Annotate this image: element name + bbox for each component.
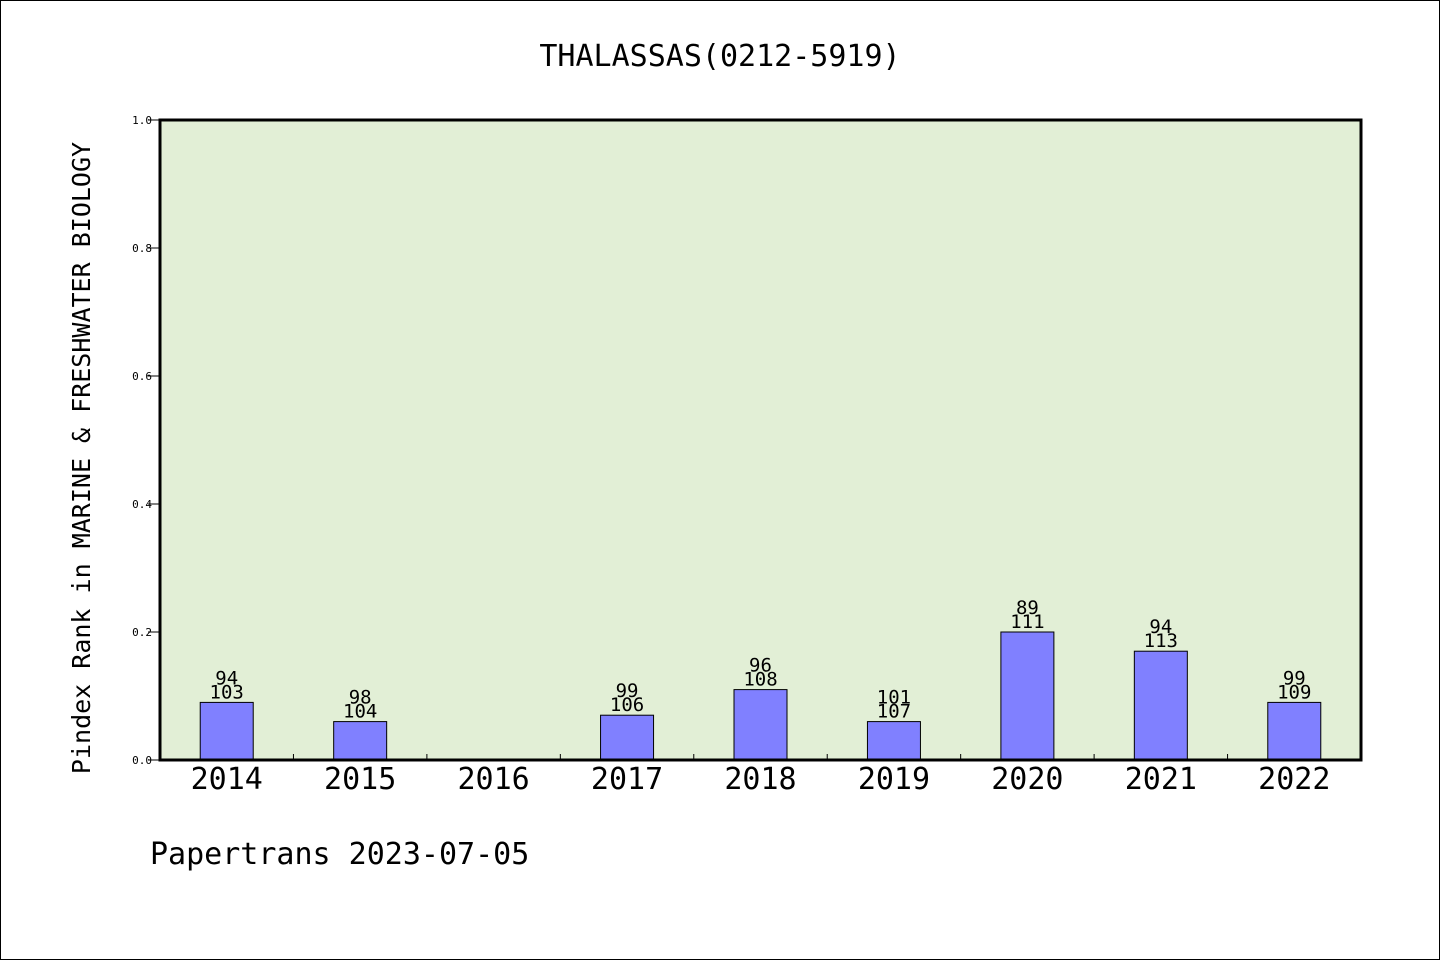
y-tick-label: 0.6 (132, 370, 152, 383)
bar-2020 (1000, 631, 1055, 761)
y-axis-ticks: 0.0 0.2 0.4 0.6 0.8 1.0 (132, 114, 160, 767)
x-tick-label: 2021 (1125, 762, 1197, 797)
bar-label-bottom: 103 (210, 681, 244, 703)
y-tick-label: 1.0 (132, 114, 152, 127)
x-tick-label: 2016 (457, 762, 529, 797)
bar-label-top: 89 (1016, 597, 1039, 619)
bar-label-bottom: 107 (877, 701, 911, 723)
bar-label-top: 101 (877, 687, 911, 709)
bar-2019 (866, 721, 921, 761)
y-tick-label: 0.0 (132, 754, 152, 767)
x-tick-label: 2022 (1258, 762, 1330, 797)
bar-label-top: 94 (215, 667, 238, 689)
bar-2022 (1267, 701, 1322, 761)
x-tick-label: 2015 (324, 762, 396, 797)
x-tick-label: 2017 (591, 762, 663, 797)
x-tick-label: 2014 (191, 762, 263, 797)
bar-label-top: 99 (1283, 667, 1306, 689)
x-axis-ticks: 2014 2015 2016 2017 2018 2019 2020 2021 2022 (191, 754, 1330, 797)
footer-text: Papertrans 2023-07-05 (150, 837, 529, 872)
x-tick-label: 2020 (991, 762, 1063, 797)
y-tick-label: 0.4 (132, 498, 152, 511)
bar-2014 (199, 701, 254, 761)
bar-2015 (333, 721, 388, 761)
y-tick-label: 0.8 (132, 242, 152, 255)
bar-label-top: 94 (1149, 616, 1172, 638)
x-tick-label: 2018 (724, 762, 796, 797)
bar-label-bottom: 104 (343, 701, 377, 723)
bars (199, 631, 1322, 761)
bar-2018 (733, 689, 788, 761)
x-tick-label: 2019 (858, 762, 930, 797)
bar-2021 (1133, 650, 1188, 761)
y-tick-label: 0.2 (132, 626, 152, 639)
bar-label-bottom: 109 (1277, 681, 1311, 703)
bar-2017 (600, 714, 655, 761)
plot-frame (158, 118, 1363, 762)
bar-label-bottom: 108 (743, 669, 777, 691)
bar-label-bottom: 113 (1144, 630, 1178, 652)
y-axis-label: Pindex Rank in MARINE & FRESHWATER BIOLO… (67, 142, 96, 774)
bar-label-top: 99 (616, 680, 639, 702)
bar-label-bottom: 106 (610, 694, 644, 716)
bar-label-top: 96 (749, 655, 772, 677)
chart-title: THALASSAS(0212-5919) (539, 39, 900, 74)
bar-label-bottom: 111 (1010, 611, 1044, 633)
bar-label-top: 98 (349, 687, 372, 709)
